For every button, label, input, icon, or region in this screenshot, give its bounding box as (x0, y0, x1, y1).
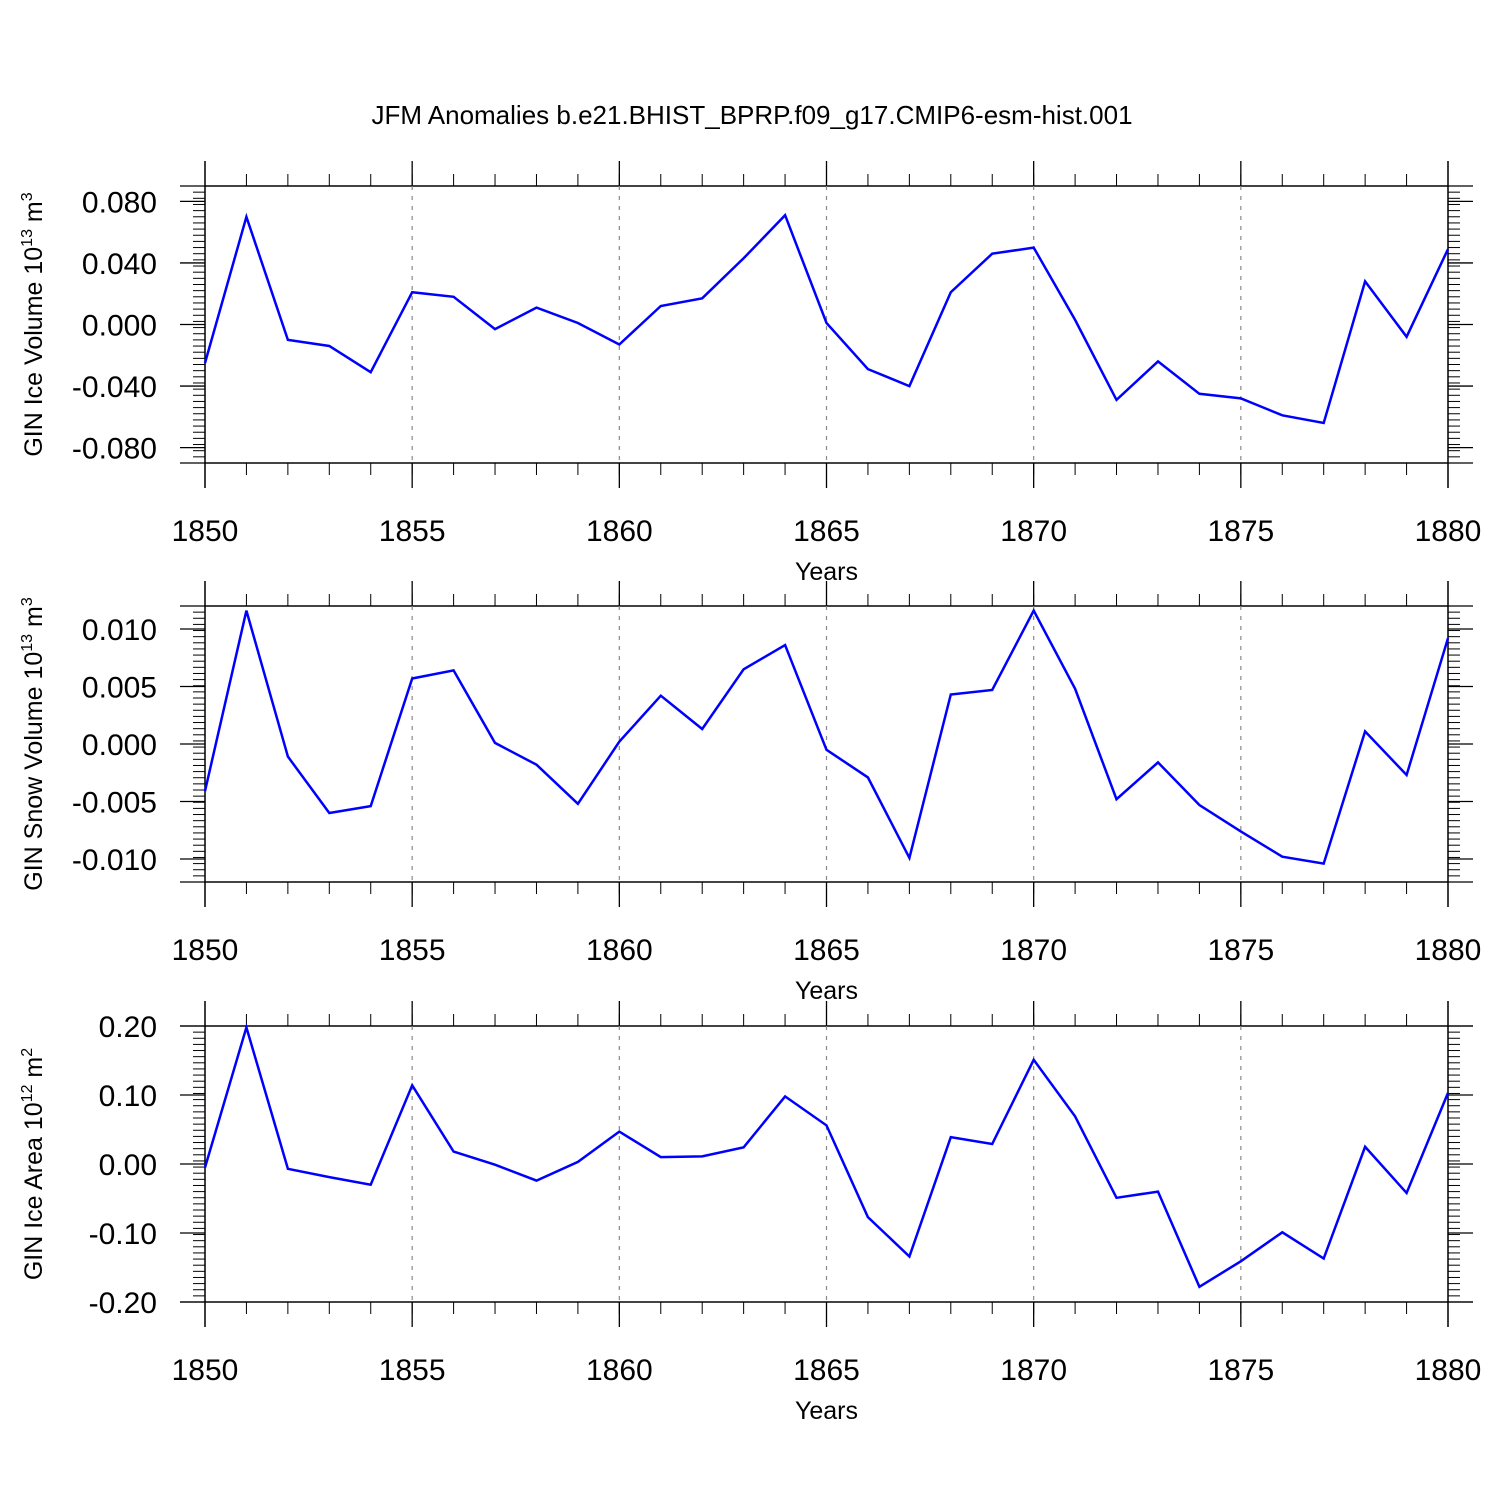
x-tick-label: 1870 (1000, 934, 1067, 967)
y-tick-label: -0.20 (89, 1287, 157, 1320)
panel-2: 1850 1855 1860 1865 1870 1875 1880 -0.010 -0.005… (19, 581, 1481, 1005)
y-axis-title: GIN Ice Volume 1013 m3 (19, 192, 48, 456)
y-tick-label: 0.000 (82, 729, 157, 762)
y-tick-label: -0.080 (72, 433, 157, 466)
figure-title: JFM Anomalies b.e21.BHIST_BPRP.f09_g17.C… (371, 100, 1132, 130)
y-tick-label: -0.005 (72, 787, 157, 820)
y-tick-label: 0.005 (82, 672, 157, 705)
y-tick-label: -0.040 (72, 371, 157, 404)
x-tick-label: 1875 (1207, 515, 1274, 548)
y-axis-title-text: GIN Snow Volume 10 (20, 652, 48, 891)
x-axis-title: Years (795, 977, 858, 1005)
y-axis-title-unit: m (20, 1057, 48, 1085)
y-tick-label: 0.010 (82, 614, 157, 647)
x-tick-label: 1880 (1415, 515, 1482, 548)
x-tick-label: 1875 (1207, 1354, 1274, 1387)
y-axis-title-exponent: 13 (19, 229, 36, 247)
y-tick-label: 0.20 (99, 1011, 157, 1044)
x-tick-label: 1865 (793, 934, 860, 967)
x-tick-label: 1865 (793, 1354, 860, 1387)
x-tick-label: 1865 (793, 515, 860, 548)
x-tick-label: 1860 (586, 934, 653, 967)
y-axis-title-text: GIN Ice Volume 10 (20, 247, 48, 457)
x-tick-label: 1850 (172, 515, 239, 548)
y-axis-title-unit: m (20, 201, 48, 229)
y-tick-label: 0.040 (82, 248, 157, 281)
y-tick-label: -0.010 (72, 844, 157, 877)
panel-1: 1850 1855 1860 1865 1870 1875 1880 -0.080 -0.040… (19, 161, 1481, 586)
series-line (203, 1022, 1450, 1289)
y-tick-label: 0.000 (82, 310, 157, 343)
x-tick-label: 1850 (172, 934, 239, 967)
y-axis-title-unit-exponent: 2 (19, 1048, 36, 1057)
y-axis-title-unit: m (20, 606, 48, 634)
y-axis-title-unit-exponent: 3 (19, 192, 36, 201)
x-tick-label: 1870 (1000, 515, 1067, 548)
series-line (203, 607, 1450, 866)
panels-container: 1850 1855 1860 1865 1870 1875 1880 -0.080 -0.040… (19, 161, 1481, 1425)
x-tick-label: 1850 (172, 1354, 239, 1387)
y-axis-title-text: GIN Ice Area 10 (20, 1102, 48, 1280)
y-tick-label: 0.00 (99, 1149, 157, 1182)
x-tick-label: 1860 (586, 1354, 653, 1387)
series-line (203, 212, 1450, 425)
x-tick-label: 1855 (379, 934, 446, 967)
x-axis-title: Years (795, 1397, 858, 1425)
y-tick-label: 0.080 (82, 186, 157, 219)
y-axis-title-exponent: 12 (19, 1084, 36, 1102)
x-tick-label: 1860 (586, 515, 653, 548)
x-tick-label: 1880 (1415, 934, 1482, 967)
y-axis-title-unit-exponent: 3 (19, 597, 36, 606)
x-tick-label: 1880 (1415, 1354, 1482, 1387)
y-tick-label: 0.10 (99, 1080, 157, 1113)
y-axis-title: GIN Snow Volume 1013 m3 (19, 597, 48, 891)
y-axis-title: GIN Ice Area 1012 m2 (19, 1048, 48, 1280)
x-tick-label: 1875 (1207, 934, 1274, 967)
x-tick-label: 1855 (379, 1354, 446, 1387)
y-axis-title-exponent: 13 (19, 634, 36, 652)
y-tick-label: -0.10 (89, 1218, 157, 1251)
x-tick-label: 1855 (379, 515, 446, 548)
x-tick-label: 1870 (1000, 1354, 1067, 1387)
panel-3: 1850 1855 1860 1865 1870 1875 1880 -0.20 -0.10 0.… (19, 1001, 1481, 1425)
